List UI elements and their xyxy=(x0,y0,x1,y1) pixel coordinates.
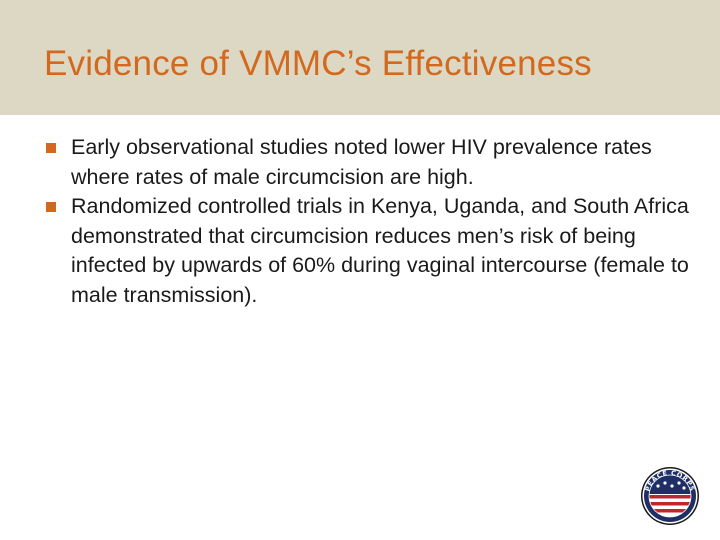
title-bar: Evidence of VMMC’s Effectiveness xyxy=(0,0,720,115)
peace-corps-logo: PEACE CORPS xyxy=(641,467,699,525)
bullet-item: Early observational studies noted lower … xyxy=(46,133,694,192)
slide-title: Evidence of VMMC’s Effectiveness xyxy=(44,44,592,83)
square-bullet-icon xyxy=(46,143,56,153)
bullet-item: Randomized controlled trials in Kenya, U… xyxy=(46,192,694,310)
bullet-text: Early observational studies noted lower … xyxy=(71,135,652,189)
bullet-list: Early observational studies noted lower … xyxy=(46,133,694,310)
bullet-text: Randomized controlled trials in Kenya, U… xyxy=(71,194,689,307)
square-bullet-icon xyxy=(46,202,56,212)
